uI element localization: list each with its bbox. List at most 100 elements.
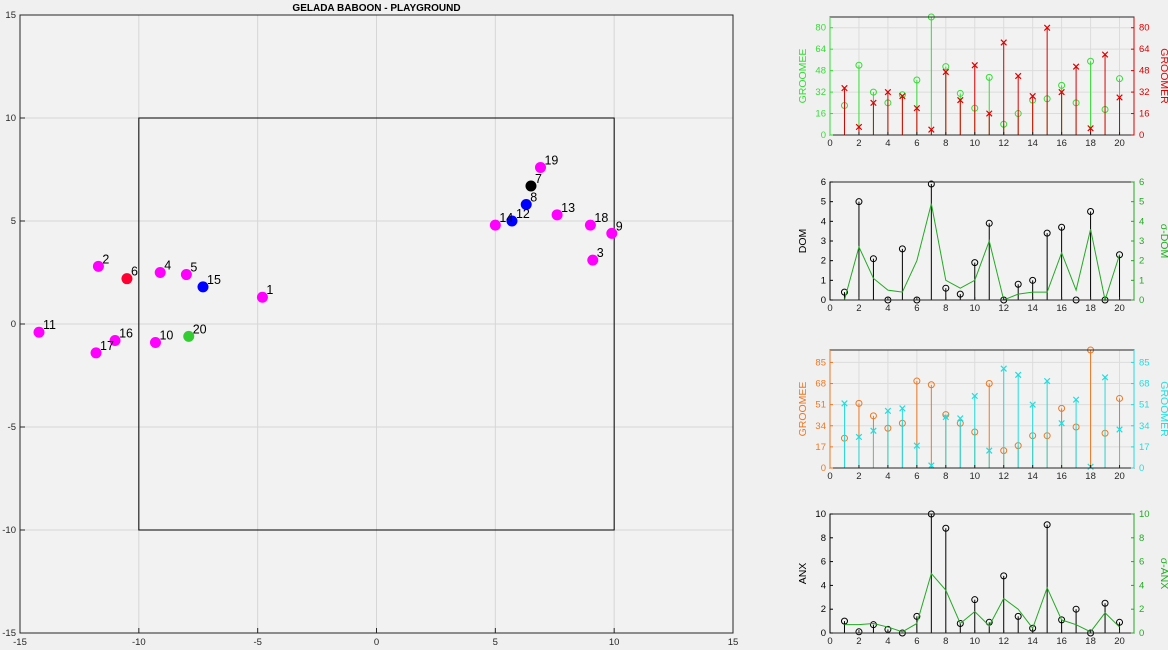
baboon-point-13 — [551, 209, 563, 221]
left-y-tick-label: 64 — [815, 44, 826, 55]
left-y-tick-label: 51 — [815, 400, 826, 411]
left-y-tick-label: 2 — [821, 604, 826, 615]
x-tick-label: 0 — [827, 471, 832, 482]
left-y-tick-label: 6 — [821, 557, 826, 568]
baboon-point-16 — [109, 334, 121, 346]
right-series-marker — [1029, 92, 1036, 100]
left-series-marker — [1116, 75, 1124, 83]
right-series-marker — [928, 462, 935, 469]
right-y-tick-label: 0 — [1139, 295, 1144, 306]
baboon-label: 12 — [516, 207, 530, 221]
x-tick-label: 6 — [914, 303, 919, 314]
left-series-marker — [927, 180, 935, 188]
left-y-tick-label: 85 — [815, 357, 826, 368]
x-tick-label: 4 — [885, 471, 890, 482]
left-series-marker — [971, 259, 979, 267]
right-y-tick-label: 85 — [1139, 357, 1150, 368]
left-series-marker — [855, 628, 863, 636]
left-y-tick-label: 4 — [821, 216, 826, 227]
right-series-marker — [841, 400, 848, 407]
right-series-marker — [971, 62, 978, 69]
x-tick-label: 6 — [914, 138, 919, 149]
left-series-marker — [840, 288, 848, 296]
left-series-marker — [1043, 521, 1051, 529]
right-series-marker — [913, 104, 921, 112]
left-series-marker — [869, 412, 877, 420]
right-series-marker — [1014, 72, 1022, 80]
left-series-marker — [942, 284, 950, 292]
baboon-label: 2 — [102, 252, 109, 266]
x-tick-label: 14 — [1027, 303, 1038, 314]
left-series-marker — [1014, 612, 1022, 620]
x-tick-label: 4 — [885, 636, 890, 647]
left-series-marker — [985, 73, 993, 81]
right-series-marker — [884, 407, 892, 415]
baboon-point-5 — [180, 269, 192, 281]
y-tick-label: 15 — [5, 10, 16, 21]
right-series-marker — [928, 126, 935, 133]
x-tick-label: 0 — [827, 636, 832, 647]
right-series-marker — [942, 68, 950, 76]
x-tick-label: 20 — [1114, 471, 1125, 482]
baboon-label: 8 — [530, 191, 537, 205]
baboon-label: 4 — [164, 259, 171, 273]
right-series-marker — [1116, 426, 1123, 433]
left-series-marker — [942, 524, 950, 532]
plot-area — [830, 182, 1134, 300]
baboon-point-10 — [149, 337, 161, 349]
x-tick-label: 4 — [885, 138, 890, 149]
x-tick-label: 15 — [728, 637, 739, 648]
x-tick-label: 0 — [827, 138, 832, 149]
baboon-label: 3 — [597, 246, 604, 260]
left-series-marker — [869, 88, 877, 96]
plot-area — [830, 514, 1134, 633]
x-tick-label: 14 — [1027, 471, 1038, 482]
left-series-marker — [855, 198, 863, 206]
right-y-axis-label: σ-ANX — [1158, 558, 1168, 590]
x-tick-label: 2 — [856, 471, 861, 482]
playground-boundary — [138, 117, 615, 531]
left-y-tick-label: 34 — [815, 421, 826, 432]
right-series-marker — [870, 99, 877, 107]
y-tick-label: 5 — [11, 216, 16, 227]
right-series-marker — [884, 88, 892, 96]
x-tick-label: 8 — [943, 138, 948, 149]
y-tick-label: -15 — [2, 628, 16, 639]
right-series-marker — [1101, 374, 1109, 381]
right-series-marker — [1087, 125, 1094, 132]
right-y-tick-label: 17 — [1139, 442, 1150, 453]
y-tick-label: -10 — [2, 525, 16, 536]
left-series-marker — [855, 61, 863, 69]
right-series-marker — [870, 427, 877, 434]
baboon-label: 13 — [561, 201, 575, 215]
baboon-point-4 — [154, 267, 166, 278]
right-series-marker — [942, 413, 950, 421]
right-series-marker — [899, 92, 906, 100]
right-series-marker — [1072, 396, 1080, 403]
x-tick-label: 10 — [609, 637, 620, 648]
x-tick-label: 12 — [998, 303, 1009, 314]
left-y-tick-label: 16 — [815, 109, 826, 120]
left-series-marker — [913, 612, 921, 620]
right-series-marker — [957, 415, 964, 422]
x-tick-label: 8 — [943, 303, 948, 314]
x-tick-label: 20 — [1114, 138, 1125, 149]
right-series-marker — [1116, 94, 1123, 101]
x-tick-label: 0 — [374, 637, 379, 648]
x-tick-label: 12 — [998, 636, 1009, 647]
baboon-label: 1 — [266, 283, 273, 297]
x-tick-label: 20 — [1114, 636, 1125, 647]
right-y-tick-label: 32 — [1139, 87, 1150, 98]
x-tick-label: 20 — [1114, 303, 1125, 314]
x-tick-label: 16 — [1056, 471, 1067, 482]
right-y-tick-label: 16 — [1139, 109, 1150, 120]
left-y-tick-label: 0 — [821, 130, 826, 141]
right-series-marker — [1014, 371, 1022, 379]
x-tick-label: 10 — [969, 471, 980, 482]
baboon-point-17 — [90, 347, 102, 359]
x-tick-label: 0 — [827, 303, 832, 314]
x-tick-label: 18 — [1085, 636, 1096, 647]
plot-area — [830, 350, 1134, 468]
left-series-marker — [840, 617, 848, 625]
